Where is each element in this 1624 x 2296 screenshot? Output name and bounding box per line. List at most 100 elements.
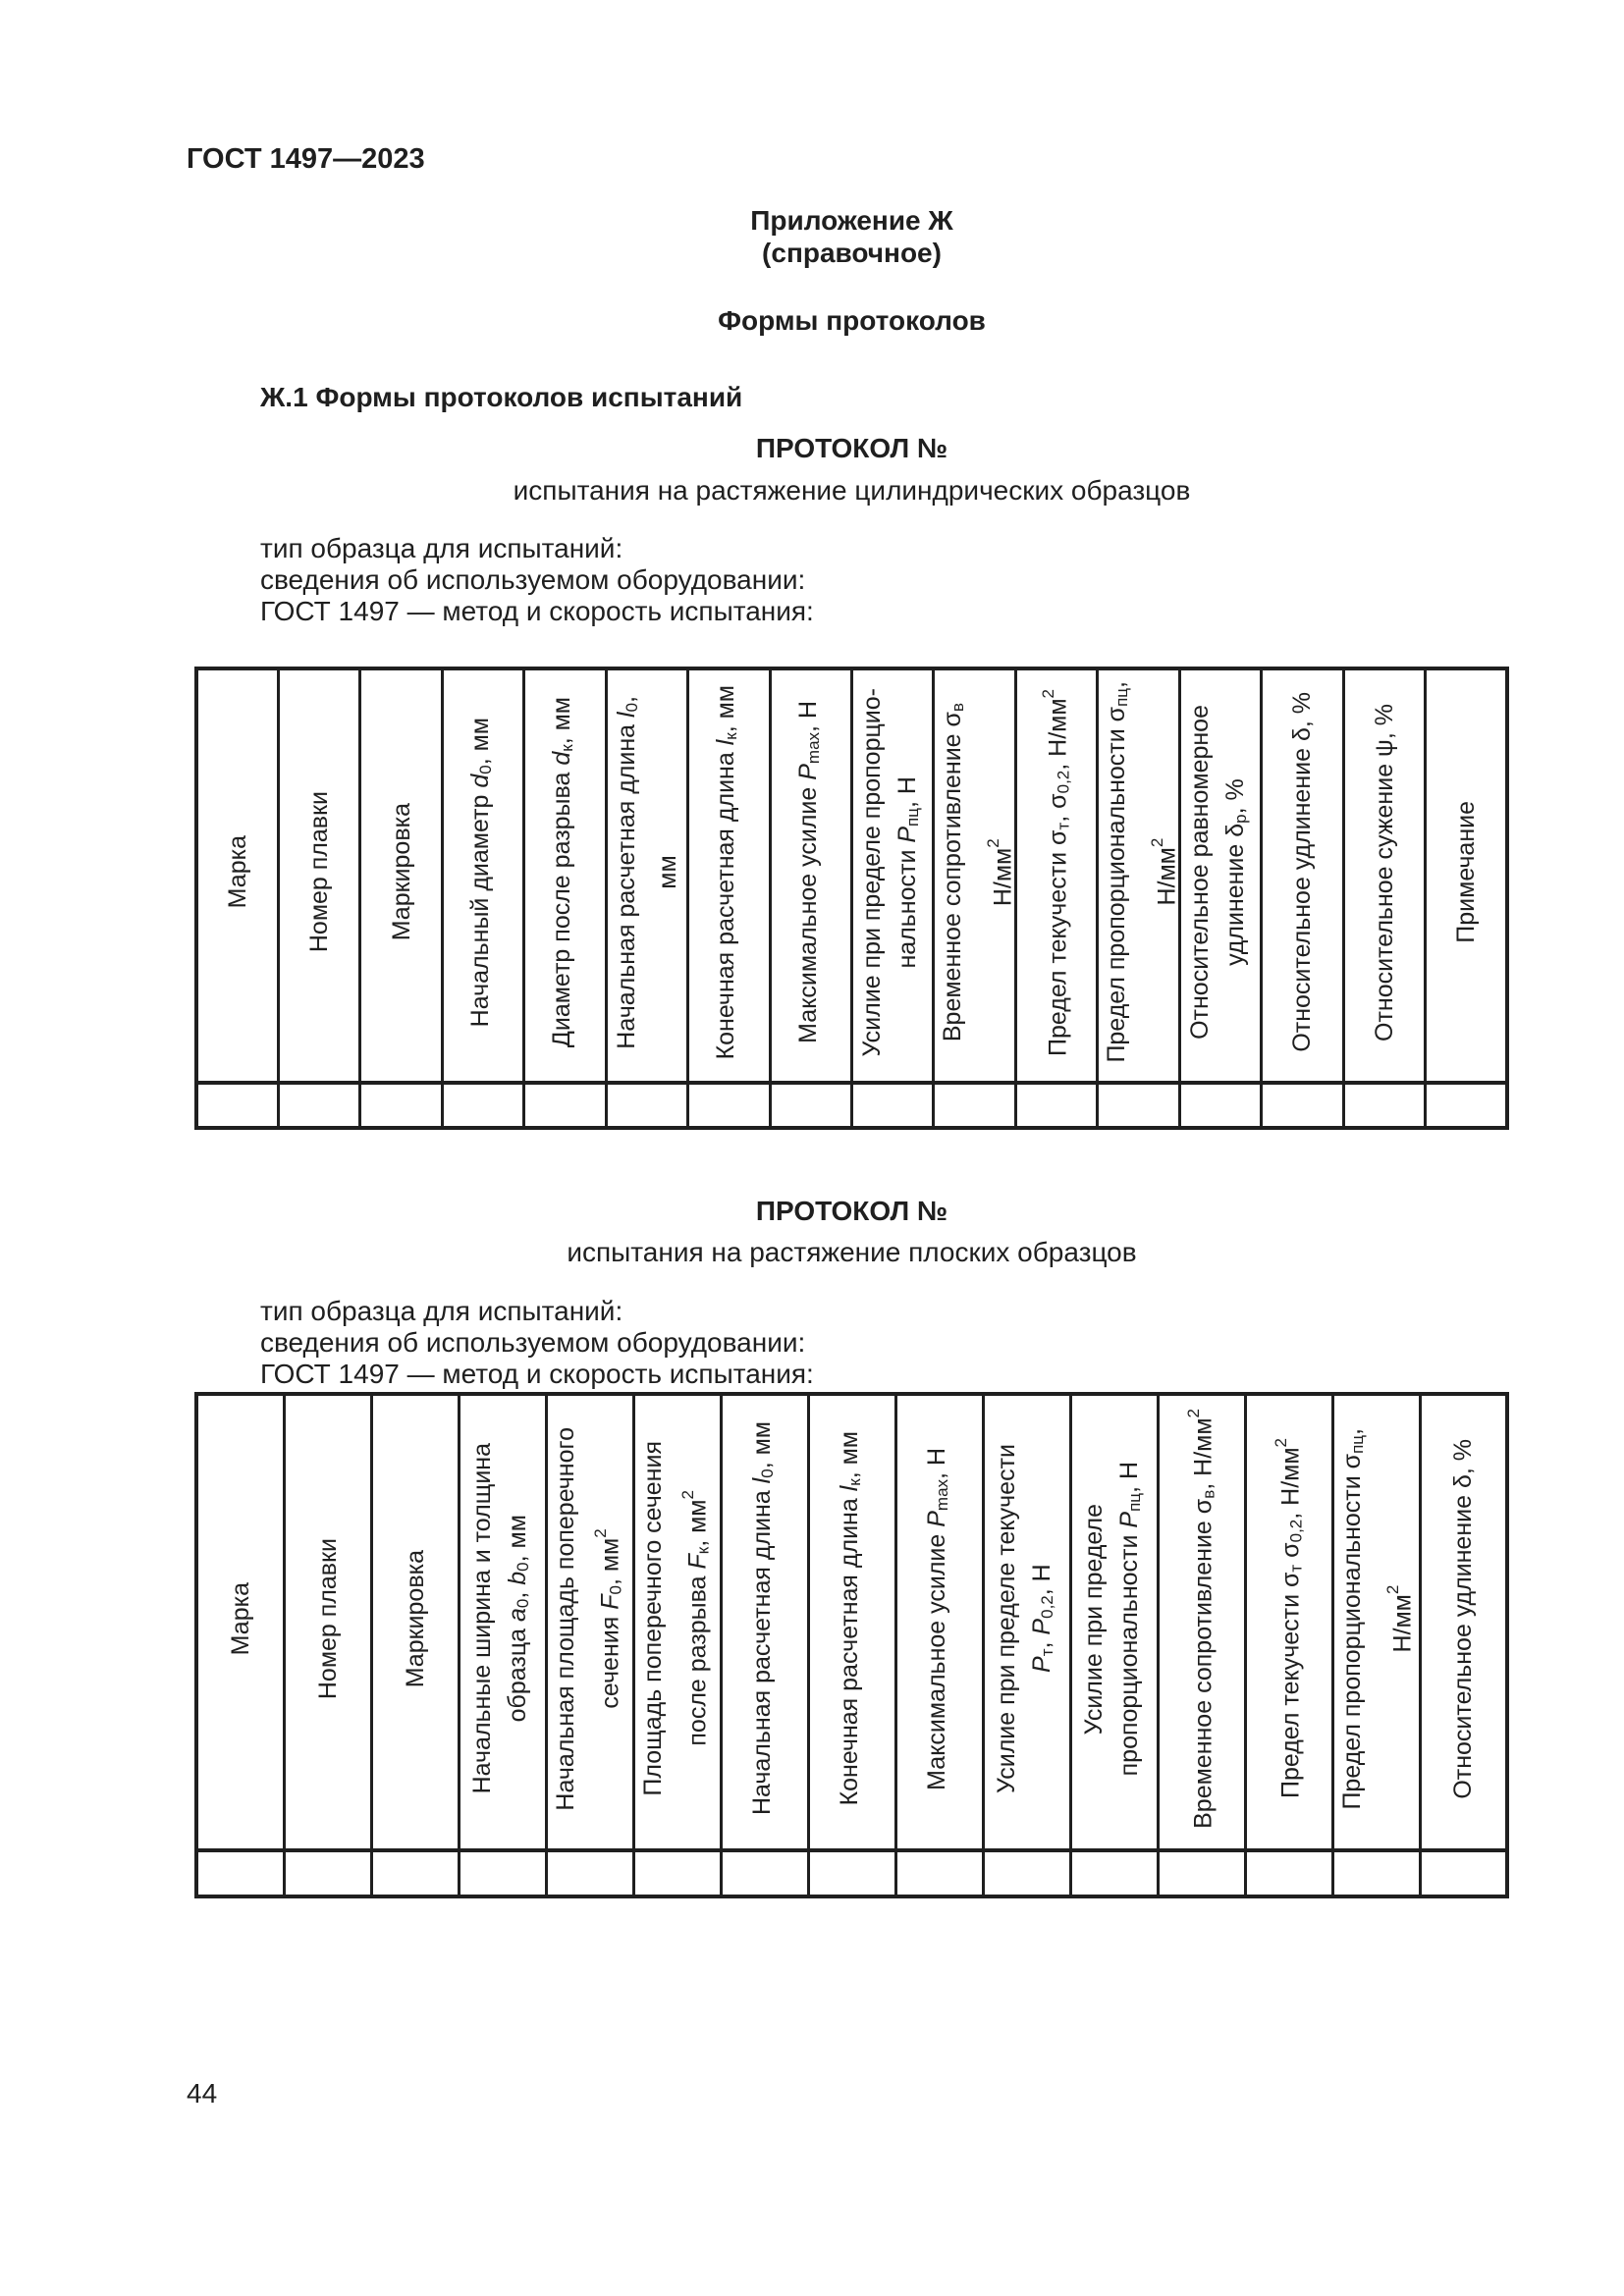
empty-cell <box>1243 1848 1334 1898</box>
column-header-label: Предел пропорциональности σпц, Н/мм2 <box>1337 1427 1416 1810</box>
table-column-header: Относительное равномерное удлинение δр, % <box>1177 667 1264 1085</box>
table-column-header: Усилие при пределе текучести Pт, P0,2, Н <box>981 1392 1072 1852</box>
table-column-header: Предел пропорциональности σпц, Н/мм2 <box>1096 667 1181 1085</box>
empty-cell <box>1068 1848 1160 1898</box>
empty-cell <box>806 1848 897 1898</box>
protocol2-subtitle: испытания на растяжение плоских образцов <box>567 1237 1137 1267</box>
table-column-header: Маркировка <box>358 667 444 1085</box>
column-header-label: Примечание <box>1452 801 1481 943</box>
protocol1-empty-row <box>194 1081 1509 1130</box>
empty-cell <box>849 1081 936 1130</box>
column-header-label: Предел текучести σт σ0,2, Н/мм2 <box>1271 1438 1306 1799</box>
table-column-header: Марка <box>194 1392 286 1852</box>
info-line-specimen-type: тип образца для испытаний: <box>260 533 623 563</box>
column-header-label: Усилие при пределе текучести Pт, P0,2, Н <box>992 1444 1056 1793</box>
column-header-label: Диаметр после разрыва dк, мм <box>548 696 577 1048</box>
protocol1-table: Марка Номер плавки Маркировка Начальный … <box>194 667 1509 1130</box>
column-header-label: Номер плавки <box>313 1537 342 1700</box>
table-column-header: Относительное сужение ψ, % <box>1341 667 1428 1085</box>
table-column-header: Предел текучести σт σ0,2, Н/мм2 <box>1243 1392 1334 1852</box>
protocol1-subtitle: испытания на растяжение цилиндрических о… <box>513 475 1191 506</box>
info-line-method-speed: ГОСТ 1497 — метод и скорость испытания: <box>260 596 814 626</box>
appendix-title: Приложение Ж <box>750 205 953 236</box>
column-header-label: Временное сопротивление σв, Н/мм2 <box>1183 1409 1218 1829</box>
empty-cell <box>1177 1081 1264 1130</box>
column-header-label: Марка <box>223 835 251 909</box>
column-header-label: Начальная расчетная длина l0, мм <box>612 695 681 1049</box>
empty-cell <box>440 1081 526 1130</box>
doc-code: ГОСТ 1497—2023 <box>187 143 425 175</box>
empty-cell <box>282 1848 373 1898</box>
table-column-header: Временное сопротивление σв Н/мм2 <box>932 667 1017 1085</box>
appendix-subtitle: (справочное) <box>762 238 942 268</box>
table-column-header: Относительное удлинение δ, % <box>1418 1392 1509 1852</box>
empty-cell <box>1341 1081 1428 1130</box>
column-header-label: Начальный диаметр d0, мм <box>466 717 496 1028</box>
empty-cell <box>544 1848 635 1898</box>
table-column-header: Усилие при пределе пропорциональности Pпц… <box>1068 1392 1160 1852</box>
protocol2-title: ПРОТОКОЛ № <box>755 1196 948 1226</box>
column-header-label: Начальная площадь поперечного сечения F0,… <box>551 1426 624 1811</box>
table-column-header: Относительное удлинение δ, % <box>1260 667 1345 1085</box>
protocol2-table: Марка Номер плавки Маркировка Начальные … <box>194 1392 1509 1898</box>
column-header-label: Усилие при пределе пропорциональности Pпц… <box>1079 1461 1144 1777</box>
table-column-header: Начальные ширина и толщина образца a0, b0… <box>457 1392 548 1852</box>
column-header-label: Предел текучести σт, σ0,2, Н/мм2 <box>1039 688 1073 1056</box>
table-column-header: Начальная площадь поперечного сечения F0,… <box>544 1392 635 1852</box>
protocol1-title: ПРОТОКОЛ № <box>755 433 948 463</box>
table-column-header: Начальная расчетная длина l0, мм <box>604 667 690 1085</box>
table-column-header: Конечная расчетная длина lк, мм <box>686 667 772 1085</box>
empty-cell <box>1424 1081 1509 1130</box>
empty-cell <box>686 1081 772 1130</box>
column-header-label: Относительное равномерное удлинение δр, % <box>1185 705 1250 1040</box>
column-header-label: Маркировка <box>401 1549 429 1688</box>
column-header-label: Усилие при пределе пропорцио-нальности P… <box>858 687 923 1057</box>
column-header-label: Относительное удлинение δ, % <box>1449 1438 1478 1799</box>
table-column-header: Площадь поперечного сечения после разрыва… <box>631 1392 723 1852</box>
empty-cell <box>1156 1848 1247 1898</box>
table-column-header: Предел текучести σт, σ0,2, Н/мм2 <box>1013 667 1100 1085</box>
info-line-equipment: сведения об используемом оборудовании: <box>260 1327 806 1358</box>
forms-heading: Формы протоколов <box>718 305 986 336</box>
empty-cell <box>1013 1081 1100 1130</box>
column-header-label: Относительное сужение ψ, % <box>1370 703 1398 1041</box>
column-header-label: Маркировка <box>387 803 415 941</box>
empty-cell <box>369 1848 460 1898</box>
table-column-header: Максимальное усилие Pmax, Н <box>768 667 854 1085</box>
table-column-header: Диаметр после разрыва dк, мм <box>522 667 608 1085</box>
empty-cell <box>194 1081 280 1130</box>
table-column-header: Номер плавки <box>282 1392 373 1852</box>
empty-cell <box>768 1081 854 1130</box>
table-column-header: Начальный диаметр d0, мм <box>440 667 526 1085</box>
empty-cell <box>893 1848 985 1898</box>
table-column-header: Марка <box>194 667 280 1085</box>
column-header-label: Конечная расчетная длина lк, мм <box>712 684 741 1060</box>
info-line-method-speed: ГОСТ 1497 — метод и скорость испытания: <box>260 1359 814 1389</box>
empty-cell <box>276 1081 362 1130</box>
empty-cell <box>604 1081 690 1130</box>
table-column-header: Конечная расчетная длина lк, мм <box>806 1392 897 1852</box>
protocol1-header-row: Марка Номер плавки Маркировка Начальный … <box>194 667 1509 1085</box>
empty-cell <box>522 1081 608 1130</box>
column-header-label: Конечная расчетная длина lк, мм <box>835 1431 864 1806</box>
table-column-header: Начальная расчетная длина l0, мм <box>719 1392 810 1852</box>
empty-cell <box>358 1081 444 1130</box>
empty-cell <box>719 1848 810 1898</box>
protocol2-header-row: Марка Номер плавки Маркировка Начальные … <box>194 1392 1509 1852</box>
column-header-label: Начальные ширина и толщина образца a0, b0… <box>467 1443 532 1794</box>
column-header-label: Временное сопротивление σв Н/мм2 <box>939 702 1017 1042</box>
column-header-label: Начальная расчетная длина l0, мм <box>747 1421 777 1816</box>
column-header-label: Относительное удлинение δ, % <box>1288 692 1317 1052</box>
empty-cell <box>1330 1848 1422 1898</box>
empty-cell <box>1418 1848 1509 1898</box>
empty-cell <box>457 1848 548 1898</box>
table-column-header: Усилие при пределе пропорцио-нальности P… <box>849 667 936 1085</box>
table-column-header: Маркировка <box>369 1392 460 1852</box>
column-header-label: Марка <box>226 1581 254 1656</box>
protocol2-empty-row <box>194 1848 1509 1898</box>
empty-cell <box>932 1081 1017 1130</box>
column-header-label: Максимальное усилие Pmax, Н <box>793 701 823 1043</box>
empty-cell <box>1260 1081 1345 1130</box>
protocol2-info: тип образца для испытаний: сведения об и… <box>260 1296 814 1390</box>
